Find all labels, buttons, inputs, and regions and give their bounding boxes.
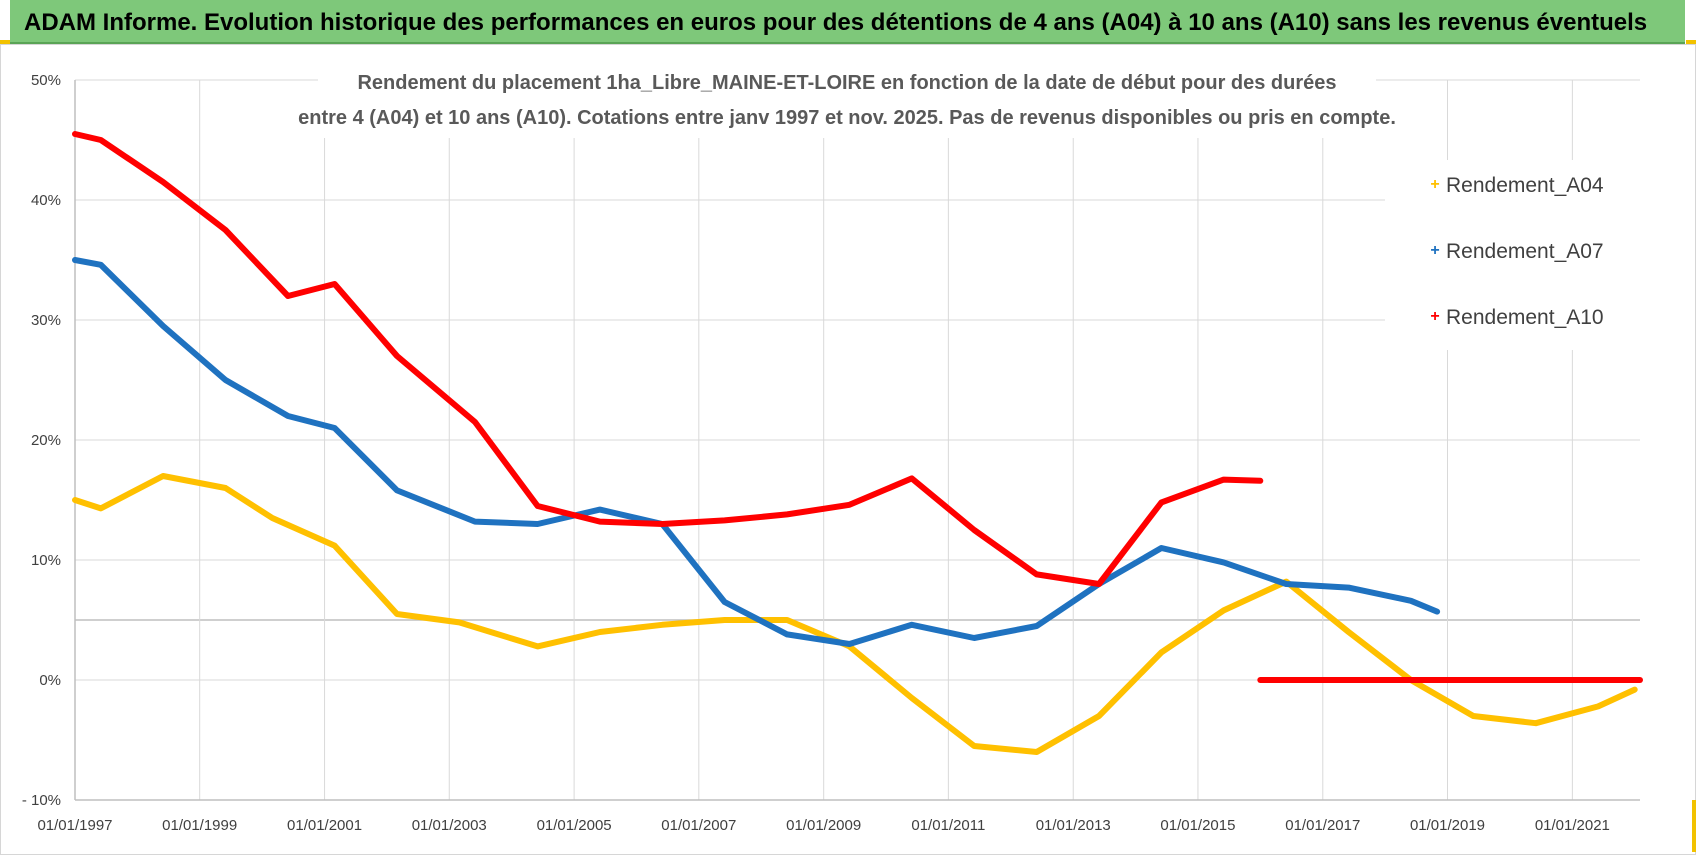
x-tick-label: 01/01/2005	[537, 817, 612, 834]
report-title: ADAM Informe. Evolution historique des p…	[24, 9, 1648, 36]
y-tick-label: 50%	[31, 72, 61, 89]
series-lines	[72, 131, 1643, 755]
legend-label: Rendement_A04	[1446, 174, 1604, 197]
x-tick-label: 01/01/2019	[1410, 817, 1485, 834]
y-tick-label: 30%	[31, 312, 61, 329]
x-tick-label: 01/01/2009	[786, 817, 861, 834]
title-background	[318, 60, 1376, 138]
x-tick-label: 01/01/2013	[1036, 817, 1111, 834]
y-tick-label: - 10%	[22, 792, 61, 809]
y-tick-label: 40%	[31, 192, 61, 209]
y-tick-label: 20%	[31, 432, 61, 449]
x-tick-label: 01/01/2021	[1535, 817, 1610, 834]
legend-label: Rendement_A10	[1446, 306, 1604, 329]
x-tick-label: 01/01/2015	[1160, 817, 1235, 834]
legend: + Rendement_A04 + Rendement_A07 + Rendement_A…	[1430, 174, 1604, 329]
legend-label: Rendement_A07	[1446, 240, 1604, 263]
x-tick-label: 01/01/2007	[661, 817, 736, 834]
legend-background	[1385, 160, 1640, 350]
x-tick-label: 01/01/2003	[412, 817, 487, 834]
legend-marker: +	[1430, 176, 1439, 193]
corner-mark-br	[1692, 800, 1696, 852]
chart-title-line-2: entre 4 (A04) et 10 ans (A10). Cotations…	[298, 107, 1396, 129]
corner-mark-tl	[0, 40, 10, 44]
chart-title-line-1: Rendement du placement 1ha_Libre_MAINE-E…	[357, 72, 1336, 94]
y-tick-label: 0%	[39, 672, 61, 689]
x-tick-label: 01/01/2001	[287, 817, 362, 834]
report-banner: ADAM Informe. Evolution historique des p…	[10, 0, 1685, 44]
axes: - 10% 0% 10% 20% 30% 40% 50% 01/01/1997 01/01/19…	[22, 72, 1640, 834]
series-line-rendement-a07	[72, 257, 1441, 647]
series-line-rendement-a10	[72, 131, 1264, 587]
x-tick-label: 01/01/1997	[37, 817, 112, 834]
x-tick-label: 01/01/1999	[162, 817, 237, 834]
y-tick-label: 10%	[31, 552, 61, 569]
series-line-rendement-a04	[72, 473, 1638, 755]
corner-mark-tr	[1686, 40, 1696, 44]
legend-marker: +	[1430, 308, 1439, 325]
x-tick-label: 01/01/2011	[911, 817, 985, 834]
chart-frame	[0, 44, 1696, 855]
x-tick-label: 01/01/2017	[1285, 817, 1360, 834]
legend-marker: +	[1430, 242, 1439, 259]
